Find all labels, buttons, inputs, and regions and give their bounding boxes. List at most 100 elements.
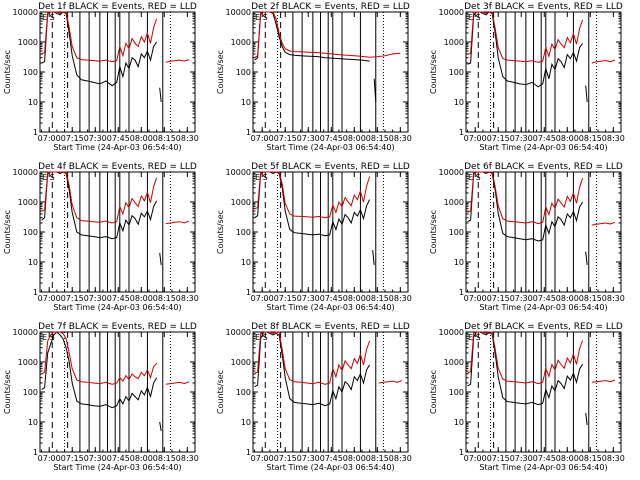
chart-panel: Det 9f BLACK = Events, RED = LLD 1 10 100 10…: [429, 322, 625, 472]
x-tick-label: 08:15: [366, 454, 389, 463]
x-tick-label: 07:30: [510, 454, 533, 463]
x-tick-label: 07:00: [38, 294, 61, 303]
corner-annotation: E S: [468, 173, 481, 182]
chart-title: Det 8f BLACK = Events, RED = LLD: [251, 322, 410, 332]
x-tick-label: 07:00: [464, 294, 487, 303]
x-tick-label: 08:15: [579, 294, 602, 303]
series-line: [159, 252, 162, 265]
y-tick-label: 10: [28, 418, 38, 427]
y-tick-label: 1000: [231, 38, 251, 47]
series-line: [41, 11, 158, 63]
series-line: [467, 171, 584, 225]
y-tick-label: 10: [454, 418, 464, 427]
series-line: [41, 171, 158, 240]
x-axis-label: Start Time (24-Apr-03 06:54:40): [53, 463, 181, 472]
y-axis-label: Counts/sec: [3, 210, 12, 254]
y-tick-label: 1: [459, 448, 464, 457]
x-tick-label: 08:30: [389, 454, 412, 463]
x-tick-label: 08:00: [556, 454, 579, 463]
y-tick-label: 100: [23, 68, 38, 77]
y-tick-label: 1: [459, 288, 464, 297]
y-tick-label: 10: [28, 98, 38, 107]
chart-title: Det 3f BLACK = Events, RED = LLD: [464, 2, 623, 12]
y-tick-label: 100: [449, 68, 464, 77]
chart-title: Det 9f BLACK = Events, RED = LLD: [464, 322, 623, 332]
series-line: [591, 221, 616, 226]
series-line: [467, 11, 584, 63]
y-tick-label: 100: [236, 228, 251, 237]
x-tick-label: 07:30: [84, 134, 107, 143]
x-axis-label: Start Time (24-Apr-03 06:54:40): [479, 143, 607, 152]
series-line: [591, 379, 616, 383]
chart-title: Det 7f BLACK = Events, RED = LLD: [38, 322, 197, 332]
plot-frame: [39, 11, 196, 133]
series-line: [254, 11, 401, 59]
x-tick-label: 08:15: [153, 454, 176, 463]
chart-panel: Det 8f BLACK = Events, RED = LLD 1 10 100 10…: [216, 322, 412, 472]
y-tick-label: 1000: [444, 38, 464, 47]
corner-annotation: E S: [42, 13, 55, 22]
x-tick-label: 08:30: [602, 454, 625, 463]
series-line: [467, 171, 584, 242]
y-tick-label: 10000: [226, 328, 251, 337]
chart-panel: Det 7f BLACK = Events, RED = LLD 1 10 100 10…: [3, 322, 199, 472]
series-line: [467, 331, 584, 406]
series-line: [41, 171, 158, 224]
y-tick-label: 100: [23, 228, 38, 237]
y-tick-label: 10000: [13, 8, 38, 17]
x-tick-label: 08:00: [556, 134, 579, 143]
series-line: [165, 220, 190, 225]
y-tick-label: 1: [33, 288, 38, 297]
x-tick-label: 07:30: [297, 134, 320, 143]
x-tick-label: 08:00: [130, 454, 153, 463]
x-axis-label: Start Time (24-Apr-03 06:54:40): [53, 303, 181, 312]
series-line: [467, 11, 584, 88]
x-tick-label: 07:15: [61, 134, 84, 143]
chart-panel: Det 2f BLACK = Events, RED = LLD 1 10 100 10…: [216, 2, 412, 152]
chart-panel: Det 6f BLACK = Events, RED = LLD 1 10 100 10…: [429, 162, 625, 312]
x-tick-label: 08:00: [556, 294, 579, 303]
x-tick-label: 07:15: [487, 454, 510, 463]
x-tick-label: 07:45: [107, 294, 130, 303]
x-axis-label: Start Time (24-Apr-03 06:54:40): [266, 463, 394, 472]
x-tick-label: 08:00: [130, 134, 153, 143]
x-tick-label: 08:15: [366, 134, 389, 143]
corner-annotation: E S: [255, 173, 268, 182]
y-tick-label: 100: [236, 68, 251, 77]
x-tick-label: 08:00: [343, 134, 366, 143]
y-tick-label: 1: [246, 448, 251, 457]
x-axis-label: Start Time (24-Apr-03 06:54:40): [53, 143, 181, 152]
x-tick-label: 07:15: [487, 134, 510, 143]
chart-panel: Det 3f BLACK = Events, RED = LLD 1 10 100 10…: [429, 2, 625, 152]
y-axis-label: Counts/sec: [429, 370, 438, 414]
x-axis-label: Start Time (24-Apr-03 06:54:40): [479, 303, 607, 312]
y-axis-label: Counts/sec: [216, 50, 225, 94]
y-tick-label: 10000: [13, 168, 38, 177]
chart-panel: Det 4f BLACK = Events, RED = LLD 1 10 100 10…: [3, 162, 199, 312]
series-line: [159, 421, 162, 432]
plot-frame: [465, 171, 622, 293]
x-tick-label: 08:00: [343, 294, 366, 303]
x-tick-label: 07:15: [61, 454, 84, 463]
plot-frame: [252, 11, 409, 133]
chart-panel: Det 1f BLACK = Events, RED = LLD 1 10 100 10…: [3, 2, 199, 152]
y-tick-label: 1000: [18, 38, 38, 47]
series-line: [372, 250, 375, 265]
y-tick-label: 10000: [439, 168, 464, 177]
y-tick-label: 1000: [18, 358, 38, 367]
chart-title: Det 5f BLACK = Events, RED = LLD: [251, 162, 410, 172]
x-tick-label: 07:30: [84, 294, 107, 303]
y-tick-label: 10: [454, 98, 464, 107]
series-line: [585, 251, 588, 265]
x-tick-label: 07:00: [251, 454, 274, 463]
x-tick-label: 08:30: [602, 294, 625, 303]
series-line: [41, 331, 158, 409]
y-axis-label: Counts/sec: [216, 210, 225, 254]
x-tick-label: 08:15: [366, 294, 389, 303]
x-tick-label: 07:30: [510, 294, 533, 303]
chart-title: Det 4f BLACK = Events, RED = LLD: [38, 162, 197, 172]
y-axis-label: Counts/sec: [216, 370, 225, 414]
x-tick-label: 08:30: [176, 134, 199, 143]
series-line: [159, 87, 162, 103]
